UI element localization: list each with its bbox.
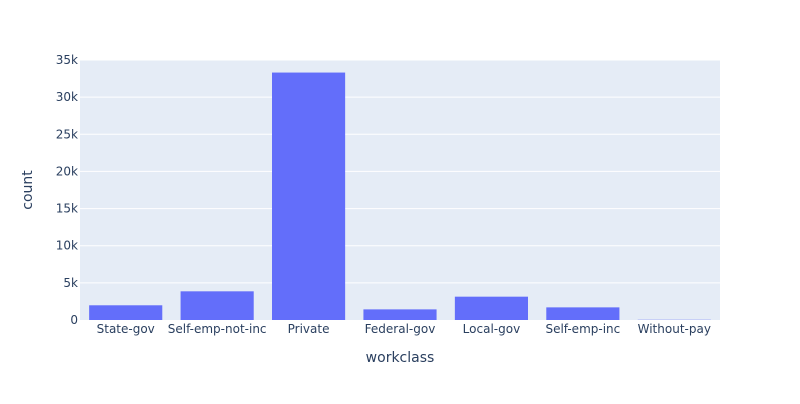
y-axis-ticks: 0 5k 10k 15k 20k 25k 30k 35k — [56, 53, 78, 327]
y-tick-label: 30k — [56, 90, 78, 104]
plot-background — [80, 60, 720, 320]
y-tick-label: 0 — [70, 313, 78, 327]
x-tick-label: Self-emp-inc — [545, 322, 620, 336]
x-axis-title: workclass — [366, 350, 435, 366]
bar-state-gov[interactable] — [89, 305, 162, 320]
y-tick-label: 5k — [63, 276, 78, 290]
y-tick-label: 35k — [56, 53, 78, 67]
x-tick-label: Without-pay — [638, 322, 711, 336]
x-tick-label: State-gov — [97, 322, 155, 336]
x-tick-label: Self-emp-not-inc — [168, 322, 267, 336]
y-tick-label: 20k — [56, 164, 78, 178]
bar-local-gov[interactable] — [455, 297, 528, 320]
bar-self-emp-not-inc[interactable] — [181, 291, 254, 320]
x-axis-ticks: State-gov Self-emp-not-inc Private Federal-… — [97, 322, 711, 336]
bar-private[interactable] — [272, 73, 345, 320]
bar-self-emp-inc[interactable] — [546, 307, 619, 320]
x-tick-label: Federal-gov — [365, 322, 436, 336]
x-tick-label: Private — [288, 322, 330, 336]
y-tick-label: 15k — [56, 202, 78, 216]
bar-federal-gov[interactable] — [363, 309, 436, 320]
x-tick-label: Local-gov — [463, 322, 521, 336]
y-tick-label: 25k — [56, 127, 78, 141]
y-tick-label: 10k — [56, 239, 78, 253]
y-axis-title: count — [20, 170, 36, 210]
